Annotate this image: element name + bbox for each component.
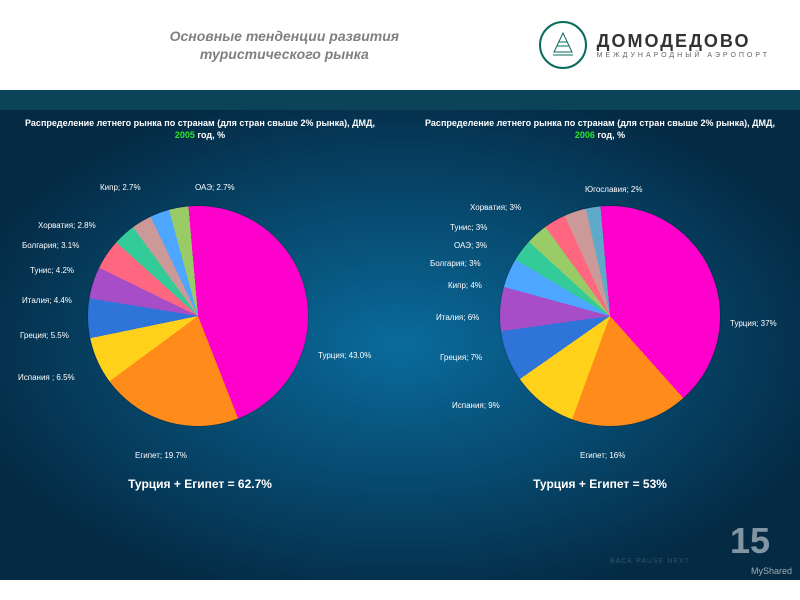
pie-slice-label: Греция; 7%: [440, 353, 482, 362]
pie-slice-label: ОАЭ; 2.7%: [195, 183, 235, 192]
chart-2006: Распределение летнего рынка по странам (…: [400, 118, 800, 580]
logo: ДОМОДЕДОВО МЕЖДУНАРОДНЫЙ АЭРОПОРТ: [539, 21, 770, 69]
pie-slice-label: Египет; 19.7%: [135, 451, 187, 460]
pie-slice-label: Болгария; 3.1%: [22, 241, 79, 250]
chart-title-2005: Распределение летнего рынка по странам (…: [0, 118, 400, 141]
logo-icon: [539, 21, 587, 69]
page-title: Основные тенденции развития туристическо…: [30, 27, 539, 63]
pie-slice-label: ОАЭ; 3%: [454, 241, 487, 250]
logo-main-text: ДОМОДЕДОВО: [597, 31, 770, 52]
divider: [0, 90, 800, 110]
pie-slice-label: Турция; 43.0%: [318, 351, 371, 360]
pie-slice-label: Хорватия; 2.8%: [38, 221, 96, 230]
chart-2005: Распределение летнего рынка по странам (…: [0, 118, 400, 580]
pie-slice-label: Испания ; 6.5%: [18, 373, 75, 382]
pie-slice-label: Испания; 9%: [452, 401, 500, 410]
watermark: MyShared: [751, 566, 792, 576]
pie-chart-2006: Турция; 37% Египет; 16% Испания; 9% Греция;…: [400, 141, 800, 471]
pie-slice-label: Кипр; 2.7%: [100, 183, 141, 192]
nav-text: BACK PAUSE NEXT: [610, 558, 690, 565]
pie-slice-label: Югославия; 2%: [585, 185, 642, 194]
pie-slice-label: Турция; 37%: [730, 319, 777, 328]
title-line-2: туристического рынка: [30, 45, 539, 63]
header: Основные тенденции развития туристическо…: [0, 0, 800, 90]
pie-slice-label: Болгария; 3%: [430, 259, 481, 268]
pie-slice-label: Тунис; 4.2%: [30, 266, 74, 275]
pie-slice-label: Тунис; 3%: [450, 223, 487, 232]
logo-sub-text: МЕЖДУНАРОДНЫЙ АЭРОПОРТ: [597, 52, 770, 59]
title-line-1: Основные тенденции развития: [30, 27, 539, 45]
pie-slice-label: Кипр; 4%: [448, 281, 482, 290]
pie-chart-2005: Турция; 43.0% Египет; 19.7% Испания ; 6.5%…: [0, 141, 400, 471]
pie-slice-label: Греция; 5.5%: [20, 331, 69, 340]
chart-row: Распределение летнего рынка по странам (…: [0, 118, 800, 580]
pie-slice-label: Хорватия; 3%: [470, 203, 521, 212]
pie: [88, 206, 308, 426]
summary-2006: Турция + Египет = 53%: [400, 477, 800, 491]
pie-slice-label: Египет; 16%: [580, 451, 625, 460]
pie-slice-label: Италия; 6%: [436, 313, 479, 322]
content-area: Распределение летнего рынка по странам (…: [0, 110, 800, 580]
chart-title-2006: Распределение летнего рынка по странам (…: [400, 118, 800, 141]
pie-slice-label: Италия; 4.4%: [22, 296, 72, 305]
pie: [500, 206, 720, 426]
page-number: 15: [730, 520, 770, 562]
summary-2005: Турция + Египет = 62.7%: [0, 477, 400, 491]
